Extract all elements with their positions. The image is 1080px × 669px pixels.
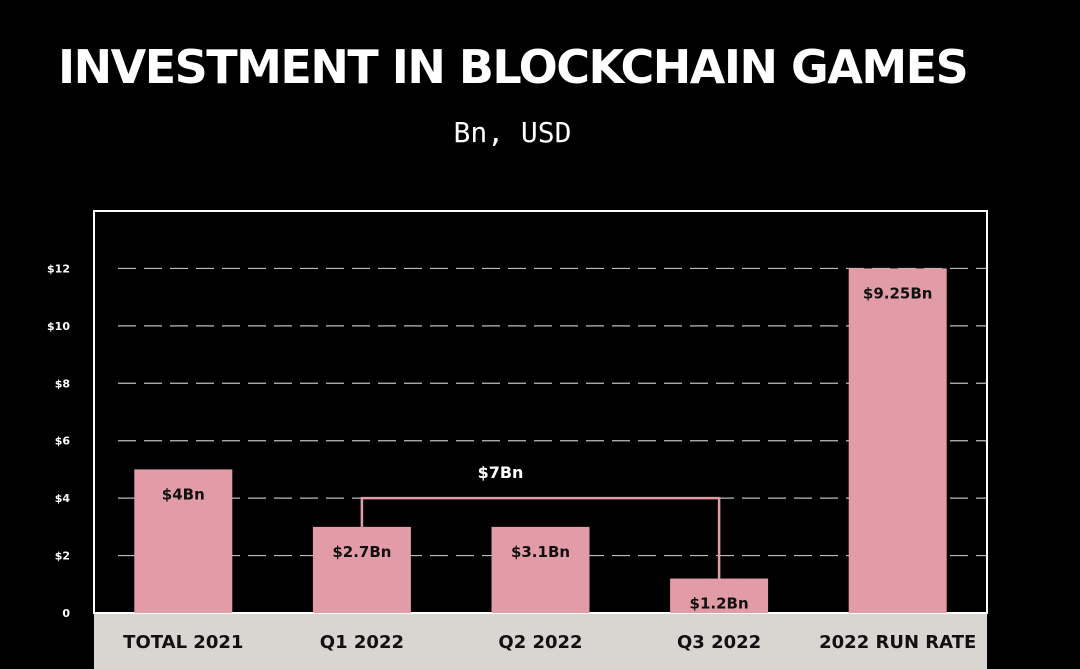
data-label: $3.1Bn <box>511 543 570 561</box>
x-axis-band <box>94 613 987 669</box>
bracket-label: $7Bn <box>478 463 524 482</box>
data-label: $2.7Bn <box>332 543 391 561</box>
x-tick-label: 2022 RUN RATE <box>819 632 976 653</box>
y-tick-label: $12 <box>47 262 70 275</box>
data-labels: $4Bn $2.7Bn $3.1Bn $1.2Bn $9.25Bn <box>162 284 933 612</box>
y-axis-ticks: 0 $2 $4 $6 $8 $10 $12 <box>47 262 70 620</box>
chart-title: INVESTMENT IN BLOCKCHAIN GAMES <box>58 40 969 94</box>
bar <box>312 526 411 613</box>
y-tick-label: $4 <box>55 492 71 505</box>
x-tick-label: TOTAL 2021 <box>123 632 243 653</box>
x-tick-label: Q3 2022 <box>677 632 761 653</box>
grid-lines <box>118 267 987 557</box>
bracket-annotation: $7Bn <box>360 463 721 579</box>
y-tick-label: $8 <box>55 377 70 390</box>
bars <box>134 268 947 613</box>
data-label: $9.25Bn <box>863 284 933 302</box>
y-tick-label: 0 <box>62 607 70 620</box>
x-tick-label: Q2 2022 <box>498 632 582 653</box>
bar <box>134 469 233 613</box>
x-tick-label: Q1 2022 <box>320 632 404 653</box>
data-label: $1.2Bn <box>690 595 749 613</box>
bracket-line <box>360 496 721 579</box>
bar <box>491 526 590 613</box>
bar <box>670 578 769 613</box>
y-tick-label: $2 <box>55 550 70 563</box>
x-axis-ticks: TOTAL 2021 Q1 2022 Q2 2022 Q3 2022 2022 RUN … <box>123 632 976 653</box>
bar <box>848 268 947 613</box>
y-tick-label: $10 <box>47 320 70 333</box>
data-label: $4Bn <box>162 485 205 503</box>
y-tick-label: $6 <box>55 435 71 448</box>
chart-subtitle: Bn, USD <box>453 116 572 149</box>
